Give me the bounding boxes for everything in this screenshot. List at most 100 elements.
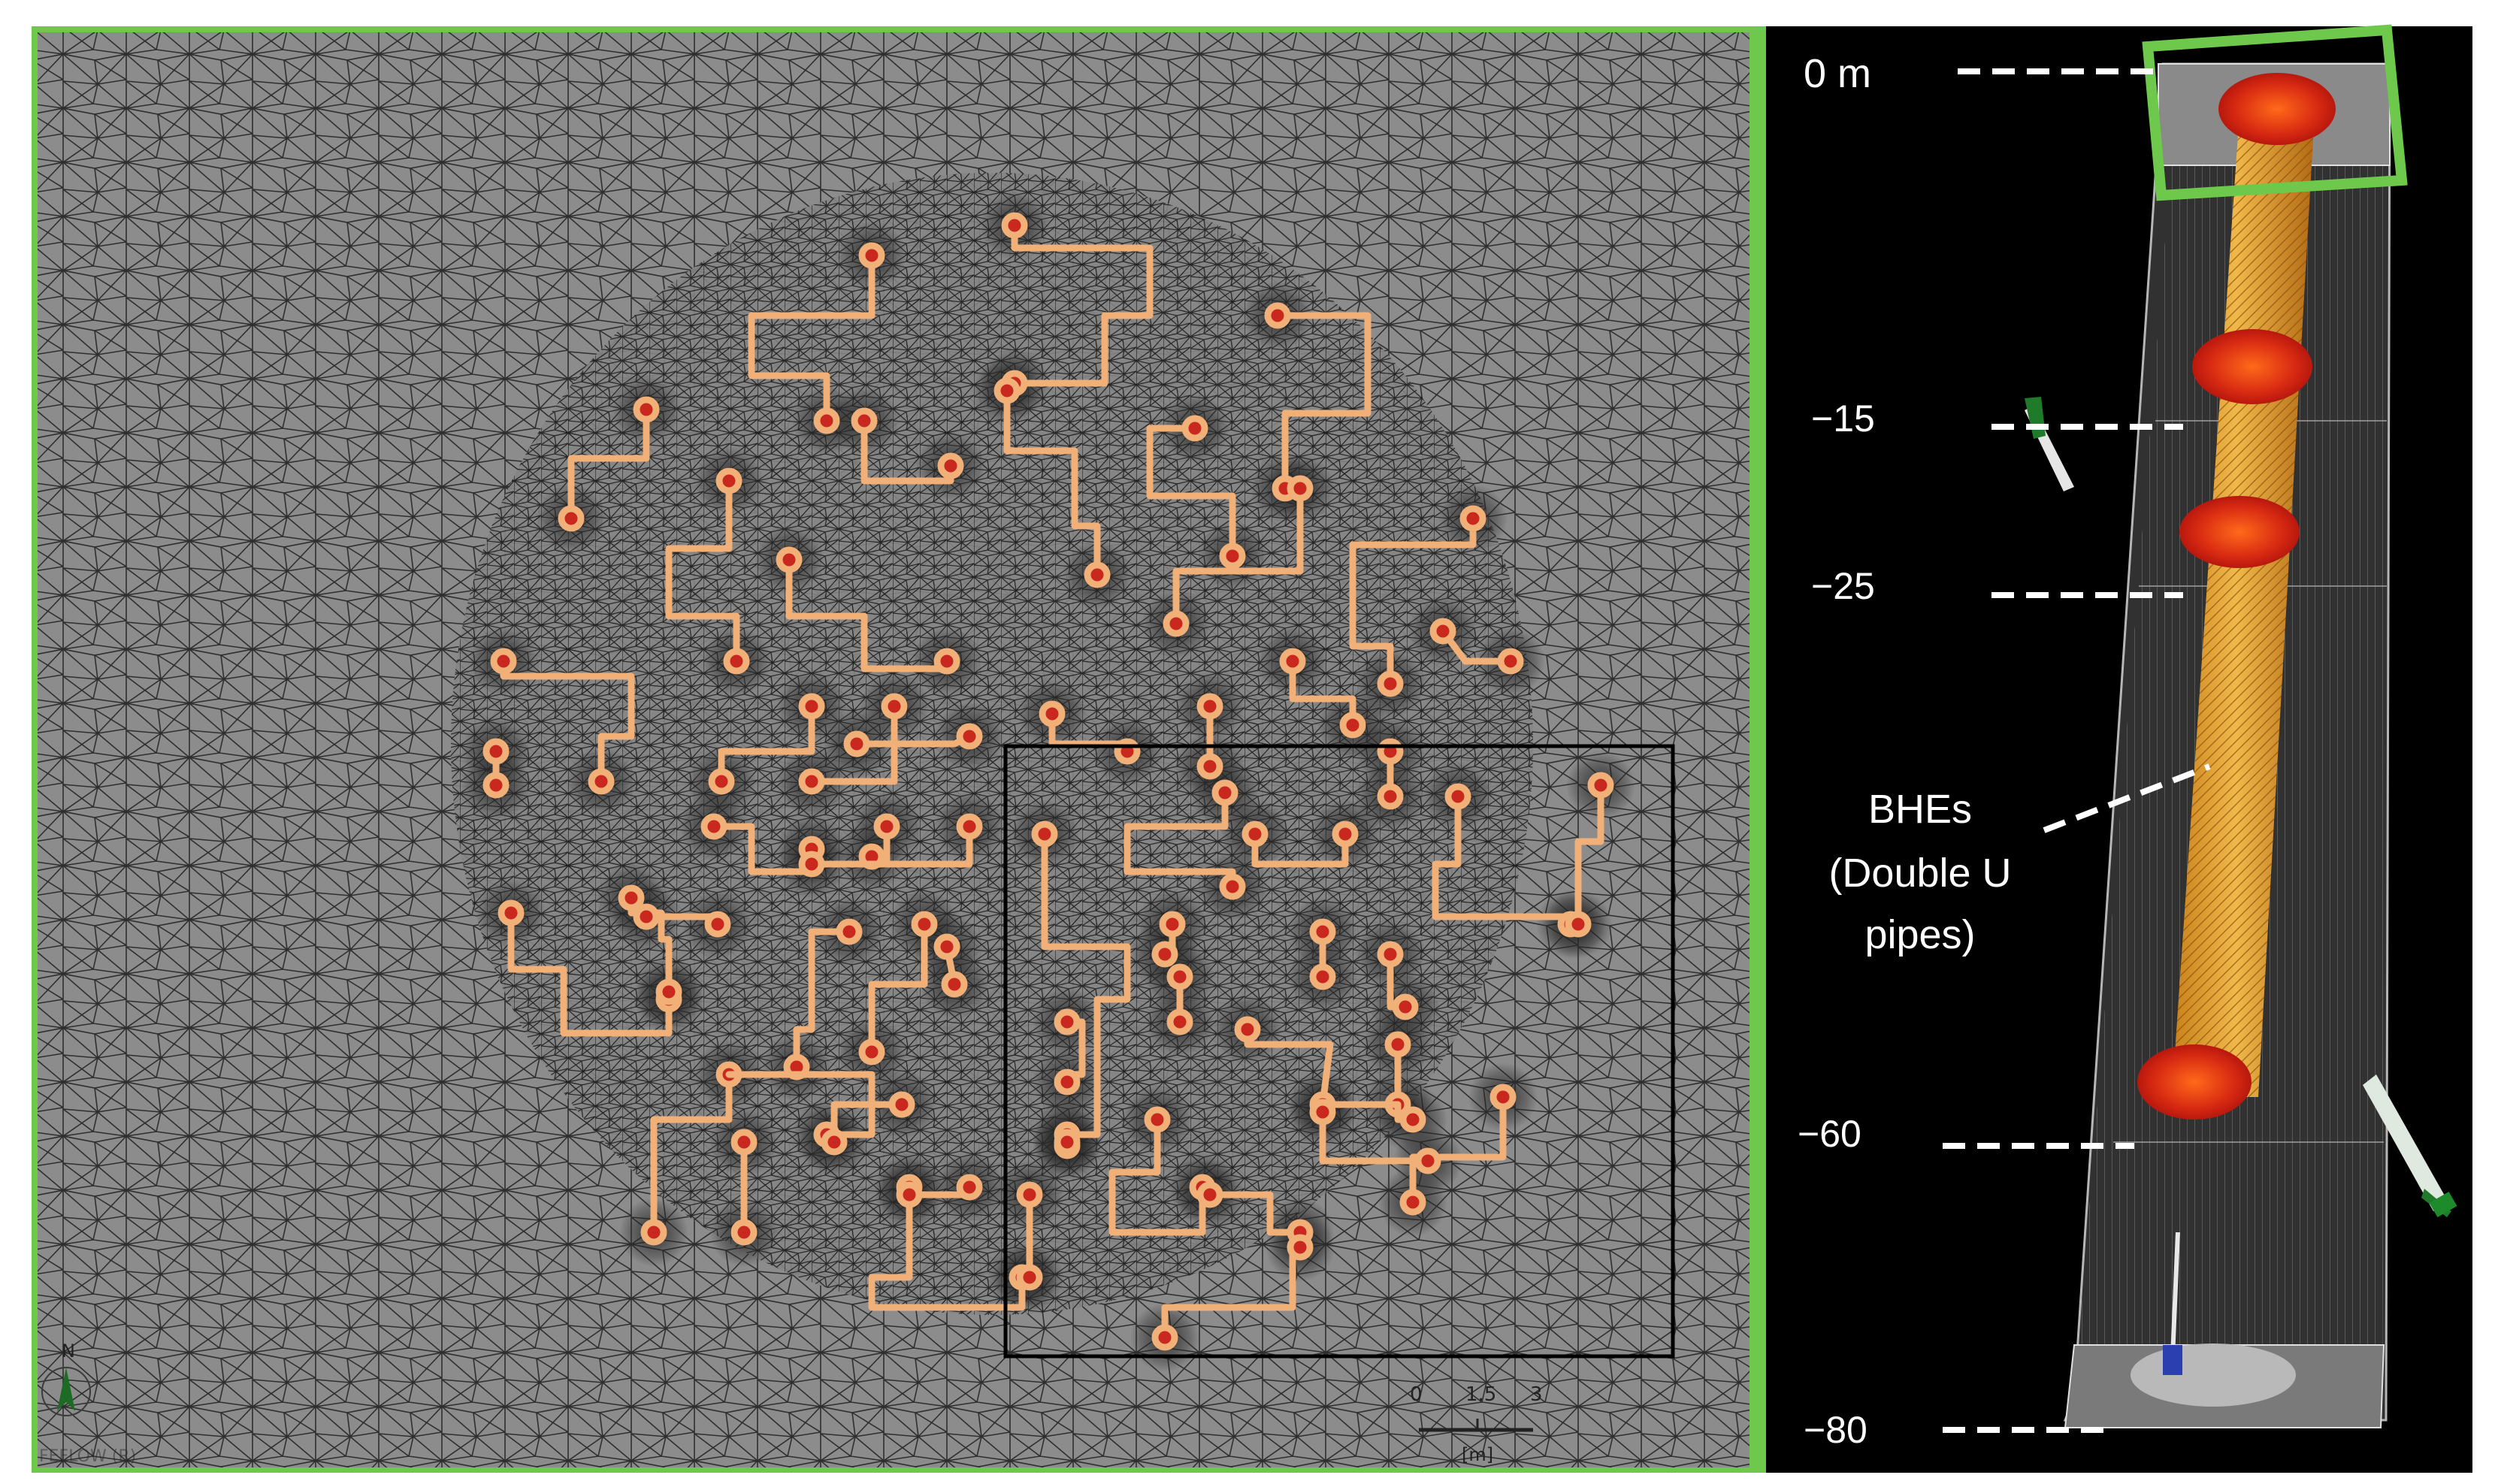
bhe-node xyxy=(730,1129,758,1156)
bhe-node xyxy=(1287,1234,1314,1261)
bhe-node xyxy=(700,813,727,840)
bhe-node xyxy=(798,851,825,878)
bhe-node xyxy=(1144,1106,1171,1133)
bhe-node xyxy=(1031,821,1058,848)
pipe-network xyxy=(482,212,1614,1351)
bhe-node xyxy=(1039,700,1066,727)
bhe-node xyxy=(888,1091,915,1118)
scale-tick-1: 1.5 xyxy=(1465,1383,1496,1406)
bhe-node xyxy=(1399,1106,1426,1133)
bhe-node xyxy=(1287,475,1314,502)
bhe-node xyxy=(843,730,870,757)
pipe-segment xyxy=(665,477,740,665)
bhe-node xyxy=(1587,772,1614,799)
pipe-segment xyxy=(1274,312,1371,492)
bhe-node xyxy=(1151,941,1178,968)
bhe-node xyxy=(1414,1147,1441,1174)
depth-label-0: 0 m xyxy=(1804,51,1871,96)
pipe-segment xyxy=(868,1183,1026,1311)
bhe-node xyxy=(956,813,983,840)
bhe-node xyxy=(1084,561,1111,588)
bottom-marker xyxy=(2163,1345,2182,1375)
bhe-node xyxy=(490,648,517,675)
bhe-node xyxy=(1377,941,1404,968)
pipe-segment xyxy=(868,920,928,1056)
plan-view-panel: N 0 1.5 3 [m] FEFLOW (R) xyxy=(32,26,1760,1473)
pipe-segment xyxy=(1172,485,1304,627)
bhe-node xyxy=(558,505,585,532)
bhe-node xyxy=(1054,1129,1081,1156)
bhe-node xyxy=(1377,670,1404,697)
bhe-node xyxy=(1279,648,1306,675)
bhe-node xyxy=(1264,302,1291,329)
zoom-inset-frame xyxy=(1003,744,1675,1359)
pipe-segment xyxy=(507,909,673,1037)
bhe-node xyxy=(1166,1008,1193,1035)
bhe-node xyxy=(1332,821,1359,848)
pipe-segment xyxy=(650,1071,733,1236)
bhe-node xyxy=(1309,918,1336,945)
bhe-node xyxy=(858,242,885,269)
pipe-segment xyxy=(1251,830,1349,868)
bhe-node xyxy=(1016,1181,1043,1208)
bhe-node xyxy=(1196,753,1223,780)
bhe-node xyxy=(798,768,825,795)
bhe-node xyxy=(1163,610,1190,637)
bhe-node xyxy=(937,452,964,479)
scale-bar-icon: 0 1.5 3 [m] xyxy=(1410,1383,1543,1465)
bhe-node xyxy=(1377,783,1404,810)
bhe-node xyxy=(1001,212,1028,239)
bhe-node xyxy=(873,813,900,840)
column-view-panel: 0 m −15 −25 −60 −80 BHEs (Double U pipes… xyxy=(1751,24,2472,1473)
pipe-segment xyxy=(1011,222,1154,387)
bhe-node xyxy=(588,768,615,795)
bhe-disc-15m xyxy=(2192,329,2312,404)
bhe-node xyxy=(1196,693,1223,720)
scale-unit: [m] xyxy=(1462,1444,1493,1465)
pipe-segment xyxy=(1108,1116,1206,1236)
bhe-node xyxy=(704,911,731,938)
bhe-node xyxy=(956,723,983,750)
bhe-node xyxy=(1219,873,1246,900)
bhe-node xyxy=(633,396,660,423)
bhe-node xyxy=(723,648,750,675)
bhe-node xyxy=(708,768,735,795)
bottom-disc xyxy=(2131,1343,2296,1407)
column-view-border xyxy=(1751,26,1766,1473)
bhe-node xyxy=(715,467,742,494)
bhe-disc-60m xyxy=(2137,1044,2252,1120)
bhe-node xyxy=(1181,415,1208,442)
bhe-node xyxy=(881,693,908,720)
pipe-segment xyxy=(1409,1093,1507,1206)
bhe-node xyxy=(482,738,510,765)
bhe-node xyxy=(1392,993,1419,1020)
bhe-node xyxy=(798,693,825,720)
bhe-disc-25m xyxy=(2179,496,2300,568)
bhe-node xyxy=(896,1181,923,1208)
pipe-segment xyxy=(1349,515,1477,688)
bhe-node xyxy=(1234,1016,1261,1043)
bhe-node xyxy=(1489,1084,1517,1111)
pipe-segment xyxy=(567,406,650,522)
bhe-node xyxy=(821,1129,848,1156)
bhe-annotation-line1: BHEs xyxy=(1868,787,1972,832)
bhe-node xyxy=(858,1038,885,1065)
software-watermark: FEFLOW (R) xyxy=(39,1447,136,1466)
bhe-node xyxy=(1166,963,1193,990)
bhe-node xyxy=(1444,783,1471,810)
bhe-node xyxy=(1196,1181,1223,1208)
bhe-node xyxy=(1159,911,1186,938)
north-arrow-icon: N xyxy=(41,1340,91,1416)
bhe-node xyxy=(730,1219,758,1246)
bhe-node xyxy=(1565,911,1592,938)
bhe-node xyxy=(941,971,968,998)
bhe-node xyxy=(1384,1031,1411,1058)
depth-label-80: −80 xyxy=(1804,1409,1867,1451)
bhe-node xyxy=(633,903,660,930)
zoom-highlight-box xyxy=(2142,24,2408,201)
bhe-node xyxy=(933,648,960,675)
bhe-node xyxy=(1399,1189,1426,1216)
bhe-node xyxy=(1016,1264,1043,1291)
bhe-node xyxy=(813,407,840,434)
depth-leaders xyxy=(1943,68,2211,1433)
